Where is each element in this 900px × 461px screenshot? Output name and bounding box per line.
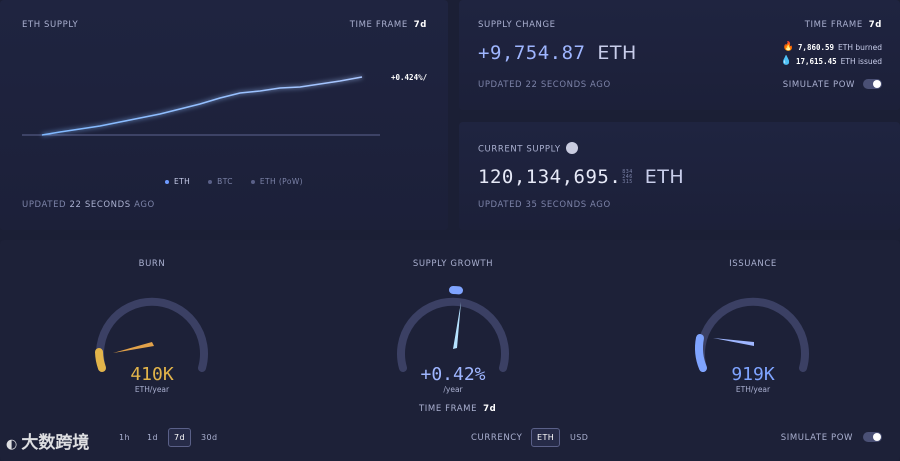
supply-change-time-frame[interactable]: TIME FRAME 7d bbox=[804, 20, 882, 30]
growth-gauge-track bbox=[397, 297, 509, 372]
time-frame-value: 7d bbox=[413, 20, 427, 30]
supply-change-title: SUPPLY CHANGE bbox=[478, 20, 556, 30]
issuance-title: ISSUANCE bbox=[729, 259, 777, 269]
supply-change-updated: UPDATED 22 SECONDS AGO bbox=[478, 80, 611, 90]
supply-change-panel: SUPPLY CHANGE TIME FRAME 7d +9,754.87 ETH… bbox=[459, 0, 900, 110]
current-supply-panel: CURRENT SUPPLY 120,134,695.834 246 315 ETH… bbox=[459, 122, 900, 230]
legend-item-eth-pow[interactable]: ETH (PoW) bbox=[250, 177, 303, 186]
supply-decimals: 834 246 315 bbox=[622, 169, 633, 185]
issuance-gauge-track bbox=[697, 297, 809, 372]
currency-usd-button[interactable]: USD bbox=[570, 433, 589, 442]
issuance-value: 919K bbox=[731, 364, 775, 385]
current-supply-updated: UPDATED 35 SECONDS AGO bbox=[478, 200, 611, 210]
eth-supply-line bbox=[41, 76, 363, 136]
supply-growth-unit: /year bbox=[443, 385, 463, 394]
watermark-text: 大数跨境 bbox=[21, 433, 90, 453]
issuance-gauge-needle bbox=[713, 338, 754, 346]
burn-value: 410K bbox=[130, 364, 174, 385]
droplet-icon: 💧 bbox=[780, 56, 792, 66]
legend-dot-btc bbox=[208, 179, 213, 184]
simulate-pow-toggle-top[interactable] bbox=[863, 79, 882, 89]
issuance-gauge-fill bbox=[695, 334, 707, 372]
burn-title: BURN bbox=[138, 259, 166, 269]
fire-icon: 🔥 bbox=[782, 42, 794, 52]
supply-chart bbox=[22, 76, 380, 136]
supply-change-value: +9,754.87 ETH bbox=[478, 42, 637, 64]
issuance-unit: ETH/year bbox=[735, 385, 771, 394]
growth-gauge-needle bbox=[453, 302, 461, 349]
burn-gauge-track bbox=[96, 297, 208, 372]
eth-supply-updated: UPDATED 22 SECONDS AGO bbox=[22, 200, 155, 210]
growth-annotation: +0.424%/ bbox=[391, 73, 428, 82]
legend-dot-eth bbox=[165, 179, 169, 184]
burn-gauge-fill bbox=[95, 348, 106, 372]
issuance-gauge bbox=[695, 297, 809, 372]
supply-growth-title: SUPPLY GROWTH bbox=[412, 259, 494, 269]
time-frame-30d[interactable]: 30d bbox=[201, 433, 218, 442]
burned-stat: 🔥 7,860.59 ETH burned bbox=[782, 42, 882, 52]
currency-eth-button[interactable]: ETH bbox=[531, 428, 561, 447]
simulate-pow-label-bottom: SIMULATE PoW bbox=[780, 433, 853, 443]
time-frame-7d[interactable]: 7d bbox=[168, 428, 191, 447]
supply-growth-gauge bbox=[397, 286, 509, 372]
time-frame-label: TIME FRAME bbox=[349, 20, 408, 30]
supply-growth-value: +0.42% bbox=[420, 364, 486, 385]
legend-item-eth[interactable]: ETH bbox=[165, 177, 190, 186]
time-frame-1d[interactable]: 1d bbox=[147, 433, 158, 442]
time-frame-1h[interactable]: 1h bbox=[119, 433, 130, 442]
current-supply-title: CURRENT SUPPLY bbox=[478, 142, 578, 155]
watermark-logo: ◐ 大数跨境 bbox=[6, 428, 89, 453]
eth-supply-time-frame[interactable]: TIME FRAME 7d bbox=[350, 20, 427, 30]
currency-label: CURRENCY bbox=[471, 433, 523, 443]
current-supply-value: 120,134,695.834 246 315 ETH bbox=[478, 166, 685, 188]
gauges-time-frame[interactable]: TIME FRAME 7d bbox=[419, 404, 497, 414]
eth-badge-icon bbox=[565, 142, 578, 154]
eth-supply-title: ETH SUPPLY bbox=[22, 20, 79, 30]
gauges-panel: BURN 410K ETH/year SUPPLY GROWTH +0.42% … bbox=[0, 240, 900, 461]
legend-dot-eth-pow bbox=[250, 179, 255, 184]
legend-item-btc[interactable]: BTC bbox=[208, 177, 233, 186]
burn-unit: ETH/year bbox=[134, 385, 170, 394]
issued-stat: 💧 17,615.45 ETH issued bbox=[780, 56, 882, 66]
chart-legend: ETH BTC ETH (PoW) bbox=[165, 177, 303, 186]
simulate-pow-toggle-bottom[interactable] bbox=[863, 432, 882, 442]
watermark-mark-icon: ◐ bbox=[6, 437, 18, 452]
simulate-pow-label-top: SIMULATE PoW bbox=[782, 80, 855, 90]
burn-gauge-needle bbox=[113, 342, 154, 353]
burn-gauge bbox=[95, 297, 208, 372]
eth-supply-panel: ETH SUPPLY TIME FRAME 7d +0.424%/ ETH BTC… bbox=[0, 0, 448, 230]
